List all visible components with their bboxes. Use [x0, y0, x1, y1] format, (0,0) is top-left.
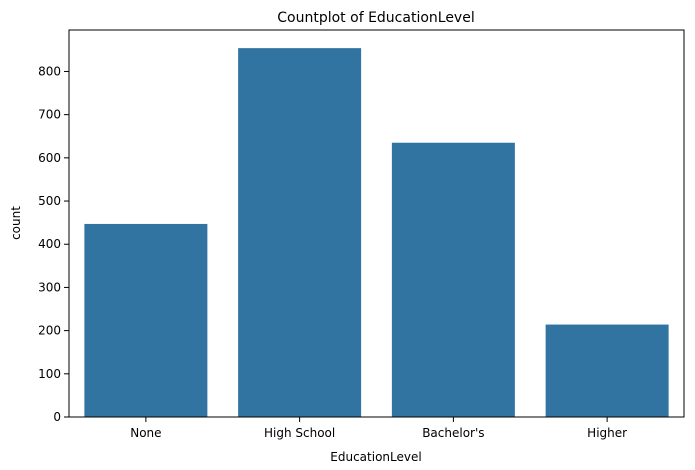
plot-frame	[68, 29, 685, 418]
y-tick-label: 200	[38, 324, 61, 338]
x-tick-label: High School	[264, 426, 335, 440]
x-tick-label: None	[130, 426, 161, 440]
y-axis-label: count	[9, 206, 23, 240]
bar-high-school	[238, 48, 362, 417]
y-tick-label: 700	[38, 108, 61, 122]
y-tick-label: 800	[38, 64, 61, 78]
y-tick-label: 0	[53, 410, 61, 424]
x-tick-label: Higher	[587, 426, 627, 440]
x-axis: None High School Bachelor's Higher	[130, 417, 627, 440]
bar-bachelor-s	[391, 142, 515, 418]
y-tick-label: 600	[38, 151, 61, 165]
y-tick-label: 400	[38, 237, 61, 251]
bar-none	[84, 223, 208, 417]
y-tick-label: 300	[38, 280, 61, 294]
y-tick-label: 500	[38, 194, 61, 208]
x-axis-label: EducationLevel	[330, 450, 421, 464]
bar-higher	[545, 324, 669, 417]
y-axis: 0 100 200 300 400 500 600 700 800	[38, 64, 69, 424]
bars-group	[84, 48, 669, 418]
chart-title: Countplot of EducationLevel	[277, 10, 474, 26]
x-tick-label: Bachelor's	[422, 426, 484, 440]
y-tick-label: 100	[38, 367, 61, 381]
